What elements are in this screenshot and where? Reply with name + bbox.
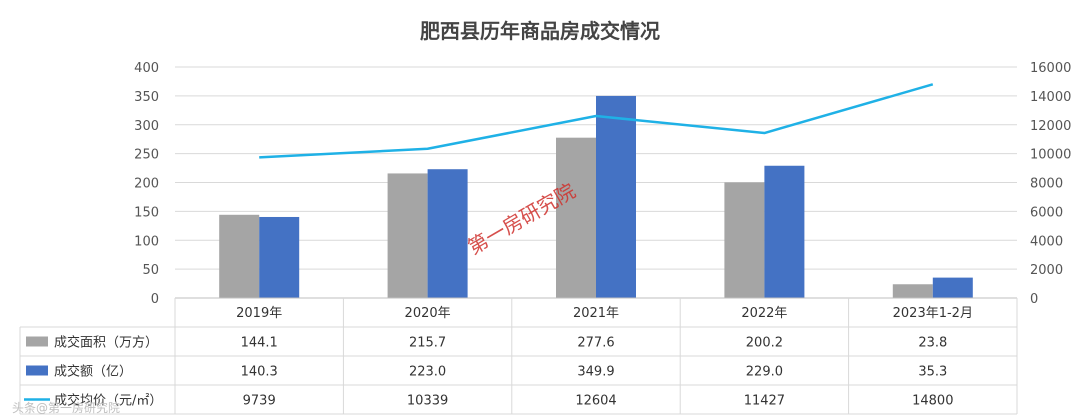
table-cell: 35.3 xyxy=(918,365,947,380)
right-tick-label: 4000 xyxy=(1030,234,1063,249)
bar xyxy=(596,95,636,299)
right-tick-label: 2000 xyxy=(1030,263,1063,278)
table-cell: 349.9 xyxy=(577,365,614,380)
corner-watermark: 头条@第一房研究院 xyxy=(12,400,120,415)
table-cell: 12604 xyxy=(575,394,616,409)
left-tick-label: 100 xyxy=(134,234,159,249)
bar xyxy=(724,182,765,298)
line-series xyxy=(259,83,934,159)
left-tick-label: 50 xyxy=(142,263,159,278)
right-tick-label: 0 xyxy=(1030,292,1038,307)
table-cell: 223.0 xyxy=(409,365,446,380)
category-label: 2019年 xyxy=(236,306,282,321)
bar xyxy=(259,216,300,298)
table-cell: 23.8 xyxy=(918,336,947,351)
table-cell: 9739 xyxy=(243,394,276,409)
bar-series xyxy=(219,95,973,299)
bar xyxy=(427,169,468,298)
left-tick-label: 350 xyxy=(134,90,159,105)
legend-label: 成交面积（万方） xyxy=(54,335,158,351)
table-cell: 215.7 xyxy=(409,336,446,351)
table-cell: 140.3 xyxy=(241,365,278,380)
bar xyxy=(764,165,805,298)
left-tick-label: 400 xyxy=(134,61,159,76)
bar xyxy=(387,173,428,298)
legend-label: 成交额（亿） xyxy=(54,364,132,380)
bar xyxy=(892,284,933,298)
table-cell: 144.1 xyxy=(241,336,278,351)
category-label: 2022年 xyxy=(741,306,787,321)
right-tick-label: 14000 xyxy=(1030,90,1071,105)
legend-swatch xyxy=(26,336,48,347)
table-cell: 14800 xyxy=(912,394,953,409)
left-tick-label: 250 xyxy=(134,148,159,163)
left-tick-label: 0 xyxy=(151,292,159,307)
chart-title: 肥西县历年商品房成交情况 xyxy=(420,19,660,43)
bar xyxy=(932,277,973,298)
right-axis-ticks: 0 2000 4000 6000 8000 10000 12000 14000 16000 xyxy=(1030,61,1071,307)
right-tick-label: 10000 xyxy=(1030,148,1071,163)
category-label: 2023年1-2月 xyxy=(893,306,973,321)
bar xyxy=(556,137,596,298)
table-cell: 10339 xyxy=(407,394,448,409)
left-tick-label: 300 xyxy=(134,119,159,134)
bar xyxy=(219,214,260,298)
right-tick-label: 6000 xyxy=(1030,205,1063,220)
left-tick-label: 150 xyxy=(134,205,159,220)
right-tick-label: 16000 xyxy=(1030,61,1071,76)
left-tick-label: 200 xyxy=(134,177,159,192)
legend-label: 成交均价（元/㎡） xyxy=(54,393,162,409)
series-line xyxy=(259,83,934,159)
category-label: 2021年 xyxy=(573,306,619,321)
table-cell: 229.0 xyxy=(746,365,783,380)
table-cell: 200.2 xyxy=(746,336,783,351)
right-tick-label: 8000 xyxy=(1030,177,1063,192)
table-cell: 11427 xyxy=(744,394,785,409)
table-cell: 277.6 xyxy=(577,336,614,351)
legend-swatch xyxy=(26,365,48,376)
category-label: 2020年 xyxy=(405,306,451,321)
right-tick-label: 12000 xyxy=(1030,119,1071,134)
left-axis-ticks: 0 50 100 150 200 250 300 350 400 xyxy=(134,61,159,307)
